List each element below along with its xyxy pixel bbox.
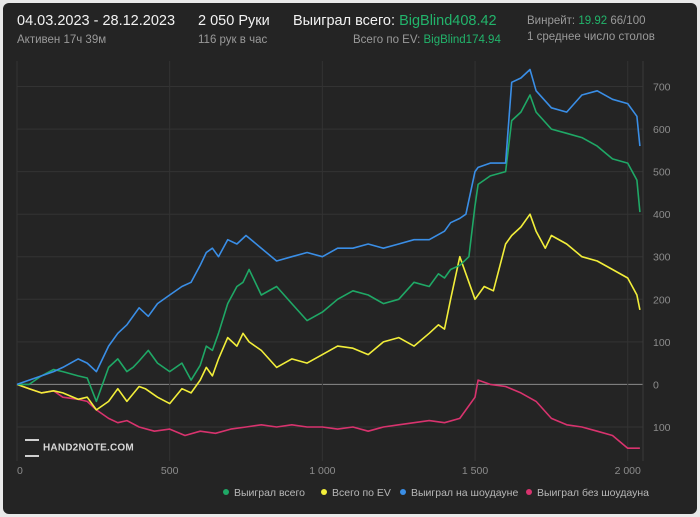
series-line[interactable] bbox=[17, 94, 641, 403]
winrate-label: Винрейт: bbox=[527, 15, 576, 27]
legend-label: Выиграл без шоудауна bbox=[537, 487, 649, 499]
date-range[interactable]: 04.03.2023 - 28.12.2023 bbox=[17, 13, 176, 29]
x-tick-label: 1 000 bbox=[309, 465, 335, 477]
x-tick-label: 0 bbox=[17, 465, 23, 477]
ev-total-value: BigBlind174.94 bbox=[423, 34, 501, 46]
y-tick-label: 100 bbox=[653, 337, 671, 349]
chart-panel: 04.03.2023 - 28.12.2023 Активен 17ч 39м … bbox=[3, 3, 697, 514]
y-tick-label: 0 bbox=[653, 379, 659, 391]
x-tick-label: 500 bbox=[161, 465, 179, 477]
y-tick-label: 400 bbox=[653, 209, 671, 221]
y-tick-label: 500 bbox=[653, 167, 671, 179]
y-tick-label: 600 bbox=[653, 124, 671, 136]
x-tick-label: 2 000 bbox=[615, 465, 641, 477]
chart-series bbox=[16, 68, 641, 449]
legend-item[interactable]: Выиграл на шоудауне bbox=[400, 487, 518, 499]
h2n-logo-icon bbox=[25, 439, 39, 457]
won-total-value: BigBlind408.42 bbox=[399, 13, 497, 29]
legend-dot-icon bbox=[223, 489, 229, 496]
active-time: Активен 17ч 39м bbox=[17, 34, 107, 46]
x-tick-label: 1 500 bbox=[462, 465, 488, 477]
won-total-label: Выиграл всего: bbox=[293, 13, 396, 29]
y-tick-label: 700 bbox=[653, 82, 671, 94]
legend-item[interactable]: Выиграл без шоудауна bbox=[526, 487, 649, 499]
legend-dot-icon bbox=[526, 489, 532, 496]
legend-label: Всего по EV bbox=[332, 487, 391, 499]
y-tick-label: 200 bbox=[653, 294, 671, 306]
series-line[interactable] bbox=[16, 68, 641, 386]
winrate: Винрейт: 19.92 66/100 bbox=[527, 15, 646, 27]
y-tick-label: 300 bbox=[653, 252, 671, 264]
hand2note-logo: HAND2NOTE.COM bbox=[25, 439, 134, 459]
legend-item[interactable]: Выиграл всего bbox=[223, 487, 305, 499]
legend-label: Выиграл на шоудауне bbox=[411, 487, 519, 499]
logo-text: HAND2NOTE.COM bbox=[43, 442, 134, 454]
winrate-suffix: 66/100 bbox=[610, 15, 646, 27]
hands-per-hour: 116 рук в час bbox=[198, 34, 268, 46]
legend-item[interactable]: Всего по EV bbox=[321, 487, 391, 499]
legend-label: Выиграл всего bbox=[234, 487, 305, 499]
y-tick-label: 100 bbox=[653, 422, 671, 434]
legend-dot-icon bbox=[400, 489, 406, 496]
won-total: Выиграл всего: BigBlind408.42 bbox=[293, 13, 497, 29]
ev-total-label: Всего по EV: bbox=[353, 34, 421, 46]
series-line[interactable] bbox=[16, 213, 641, 411]
legend-dot-icon bbox=[321, 489, 327, 496]
avg-tables: 1 среднее число столов bbox=[527, 31, 655, 43]
series-line[interactable] bbox=[16, 379, 640, 449]
chart-legend: Выиграл всего Всего по EV Выиграл на шоуда… bbox=[3, 487, 697, 503]
ev-total: Всего по EV: BigBlind174.94 bbox=[353, 34, 501, 46]
chart-grid bbox=[16, 61, 644, 461]
hands-count: 2 050 Руки bbox=[198, 13, 270, 29]
winrate-value: 19.92 bbox=[578, 15, 608, 27]
